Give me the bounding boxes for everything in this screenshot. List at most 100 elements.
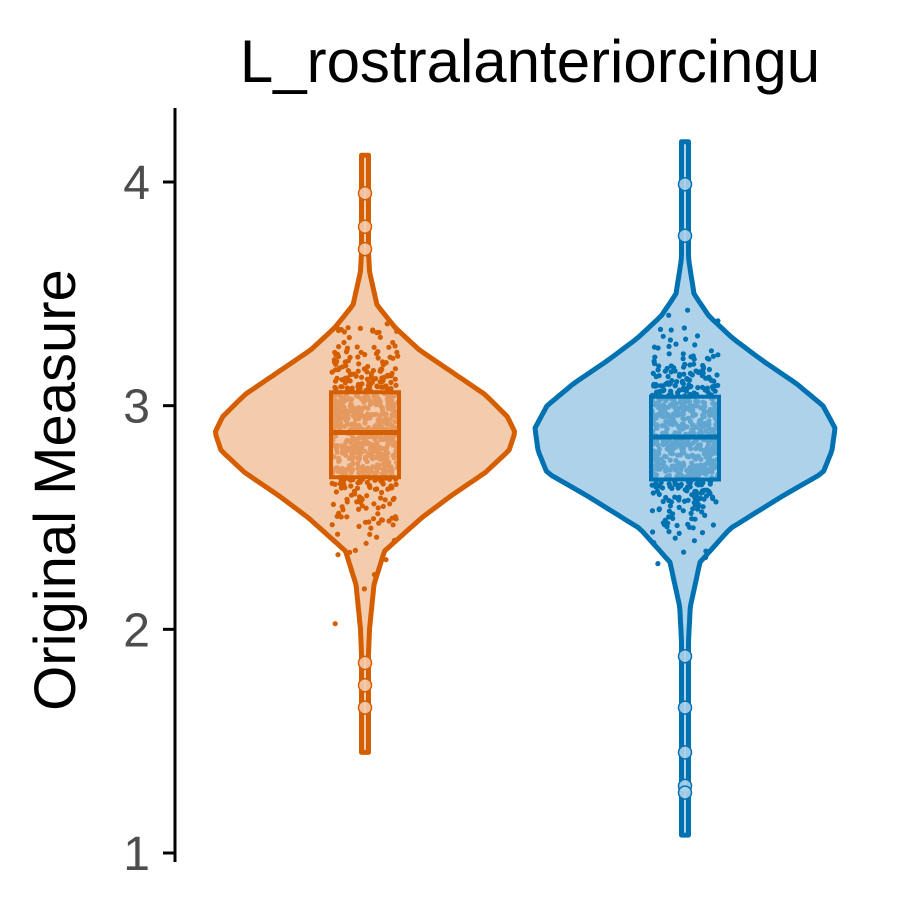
data-point: [680, 508, 686, 514]
data-point: [390, 355, 396, 361]
outlier-point-1-6: [357, 700, 373, 715]
data-point: [670, 515, 676, 522]
data-point: [694, 506, 701, 512]
data-point: [393, 382, 399, 388]
data-point: [393, 481, 399, 487]
data-point: [336, 344, 342, 350]
data-point: [361, 586, 367, 592]
data-point: [335, 366, 341, 373]
data-point: [329, 480, 335, 486]
data-point: [700, 362, 706, 369]
data-point: [342, 359, 348, 365]
data-point: [348, 371, 355, 377]
data-point: [666, 508, 673, 514]
data-point: [654, 389, 660, 395]
data-point: [693, 368, 699, 374]
data-point: [713, 499, 719, 505]
data-point: [368, 525, 374, 531]
data-point: [715, 352, 721, 358]
data-point: [367, 531, 373, 537]
data-point: [676, 504, 682, 510]
data-point: [673, 341, 679, 347]
data-point: [382, 497, 388, 503]
data-point: [651, 381, 657, 387]
data-point: [653, 481, 659, 487]
data-point: [355, 368, 361, 374]
data-point: [389, 515, 395, 521]
data-point: [356, 523, 362, 530]
data-point: [357, 385, 363, 391]
data-point: [710, 522, 717, 528]
data-point: [375, 505, 381, 511]
data-point: [688, 354, 694, 360]
data-point: [650, 490, 656, 496]
data-point: [378, 495, 384, 501]
data-point: [329, 522, 335, 528]
data-point: [684, 385, 691, 391]
data-point: [687, 370, 694, 376]
data-point: [353, 373, 359, 379]
y-axis-ticks: 1 2 3 4: [123, 157, 175, 881]
data-point: [357, 325, 363, 331]
outlier-point-1-4: [357, 655, 373, 671]
data-point: [363, 505, 369, 511]
data-point: [359, 381, 365, 387]
data-point: [370, 516, 377, 522]
data-point: [676, 497, 682, 503]
outlier-point-1-3: [357, 241, 373, 257]
data-point: [674, 379, 680, 385]
data-point: [706, 366, 713, 373]
data-point: [681, 549, 687, 555]
data-point: [348, 483, 354, 489]
data-point: [651, 360, 658, 367]
data-point: [370, 327, 376, 333]
outlier-point-2-1: [677, 176, 693, 192]
data-point: [712, 388, 718, 394]
data-point: [363, 540, 369, 546]
data-point: [699, 373, 705, 379]
data-point: [335, 552, 341, 558]
data-point: [672, 494, 678, 500]
data-point: [364, 376, 370, 382]
data-point: [347, 354, 353, 360]
data-point: [378, 384, 384, 390]
data-point: [338, 514, 344, 520]
data-point: [374, 330, 380, 336]
y-axis-label: Original Measure: [23, 269, 88, 711]
data-point: [344, 345, 351, 351]
data-point: [343, 363, 349, 369]
data-point: [385, 486, 391, 492]
data-point: [706, 356, 712, 362]
data-point: [380, 359, 386, 365]
data-point: [335, 354, 342, 360]
data-point: [338, 384, 344, 390]
data-point: [703, 554, 709, 561]
data-point: [332, 384, 338, 390]
data-point: [685, 307, 691, 313]
data-point: [344, 385, 350, 391]
data-point: [701, 496, 707, 502]
data-point: [680, 351, 686, 357]
data-point: [672, 368, 678, 374]
data-point: [656, 507, 662, 513]
data-point: [346, 334, 352, 341]
data-point: [394, 349, 400, 355]
data-point: [359, 496, 365, 503]
data-point: [700, 504, 706, 510]
data-point: [358, 349, 364, 355]
data-point: [679, 378, 686, 384]
data-point: [371, 572, 377, 578]
data-point: [342, 485, 348, 491]
data-point: [375, 511, 381, 517]
data-point: [692, 495, 698, 501]
data-point: [345, 325, 351, 331]
data-point: [384, 373, 391, 379]
data-point: [672, 535, 678, 541]
data-point: [362, 519, 369, 525]
outlier-point-2-4: [677, 700, 693, 715]
data-point: [664, 365, 670, 371]
data-point: [339, 377, 345, 383]
data-point: [341, 339, 347, 346]
data-point: [650, 529, 656, 535]
y-tick-label-1: 1: [123, 828, 150, 881]
